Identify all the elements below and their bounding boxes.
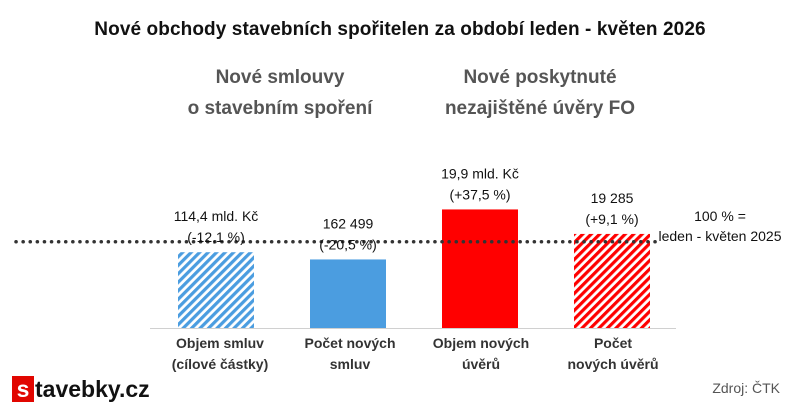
section-heading-line: o stavebním spoření — [187, 98, 373, 119]
category-label-line: nových úvěrů — [567, 356, 659, 372]
section-heading-line: Nové poskytnuté — [463, 67, 617, 88]
data-label: (+37,5 %) — [449, 186, 510, 202]
category-label: Objem nových úvěrů — [411, 333, 551, 375]
data-label: 114,4 mld. Kč — [174, 208, 259, 224]
category-label-line: úvěrů — [461, 356, 501, 372]
section-heading-line: nezajištěné úvěry FO — [444, 98, 636, 119]
category-label: Objem smluv (cílové částky) — [150, 333, 290, 375]
category-label: Počet nových úvěrů — [543, 333, 683, 375]
chart-title: Nové obchody stavebních spořitelen za ob… — [94, 19, 706, 40]
bar — [310, 259, 386, 328]
data-label: 162 499 — [323, 215, 374, 231]
logo-mark: s — [12, 376, 34, 402]
section-heading-contracts: Nové smlouvy o stavebním spoření — [140, 62, 420, 124]
reference-line-label: 100 % = leden - květen 2025 — [640, 206, 800, 246]
stavebky-logo[interactable]: s tavebky.cz — [12, 375, 150, 403]
category-label-line: smluv — [329, 356, 371, 372]
data-label: (+9,1 %) — [585, 211, 638, 227]
data-label: 19 285 — [591, 190, 634, 206]
reference-label-line: 100 % = — [694, 208, 746, 224]
section-heading-line: Nové smlouvy — [215, 67, 345, 88]
data-label: 19,9 mld. Kč — [441, 165, 519, 181]
source-note: Zdroj: ČTK — [712, 380, 780, 396]
category-label-line: Objem smluv — [176, 335, 264, 351]
category-label: Počet nových smluv — [280, 333, 420, 375]
section-heading-loans: Nové poskytnuté nezajištěné úvěry FO — [400, 62, 680, 124]
reference-label-line: leden - květen 2025 — [658, 228, 782, 244]
data-label: (-20,5 %) — [319, 236, 377, 252]
data-label: (-12,1 %) — [187, 229, 245, 245]
category-label-line: Objem nových — [432, 335, 530, 351]
bar — [574, 233, 650, 328]
logo-text: tavebky.cz — [35, 375, 150, 402]
category-label-line: Počet nových — [304, 335, 396, 351]
category-label-line: Počet — [593, 335, 633, 351]
bar — [442, 209, 518, 328]
category-label-line: (cílové částky) — [171, 356, 269, 372]
bar — [178, 252, 254, 328]
